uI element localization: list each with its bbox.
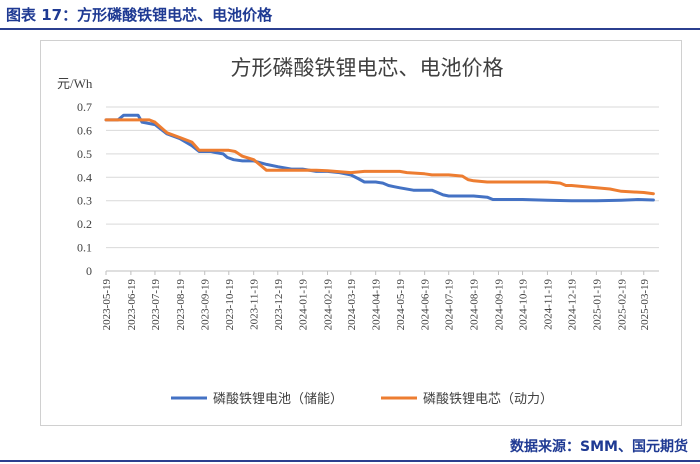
x-tick-label: 2023-07-19: [150, 279, 162, 331]
y-axis-unit-label: 元/Wh: [57, 76, 93, 91]
x-tick-label: 2023-10-19: [224, 279, 236, 331]
x-tick-label: 2024-01-19: [298, 279, 310, 331]
line-chart: 方形磷酸铁锂电芯、电池价格 元/Wh 0 0.1 0.2 0.3 0.4 0.5 0.6 0.…: [57, 56, 659, 407]
x-tick-label: 2024-08-19: [469, 279, 481, 331]
x-tick-label: 2024-05-19: [395, 279, 407, 331]
y-tick-label: 0.5: [77, 147, 92, 161]
legend-label: 磷酸铁锂电芯（动力）: [423, 392, 553, 407]
source-note: 数据来源：SMM、国元期货: [510, 439, 688, 455]
x-tick-label: 2024-06-19: [420, 279, 432, 331]
series-line-cell: [104, 118, 655, 196]
x-tick-label: 2024-03-19: [346, 279, 358, 331]
gridlines: [106, 106, 659, 272]
y-tick-label: 0.2: [77, 217, 92, 231]
x-tick-label: 2023-09-19: [200, 279, 212, 331]
y-tick-label: 0.4: [77, 170, 92, 184]
series-lines: [104, 113, 655, 203]
y-tick-label: 0.6: [77, 123, 92, 137]
figure-caption: 图表 17：方形磷酸铁锂电芯、电池价格: [6, 6, 273, 24]
chart-frame: 方形磷酸铁锂电芯、电池价格 元/Wh 0 0.1 0.2 0.3 0.4 0.5 0.6 0.…: [40, 40, 682, 426]
x-tick-label: 2023-08-19: [175, 279, 187, 331]
y-tick-label: 0: [86, 264, 92, 278]
x-tick-label: 2024-09-19: [493, 279, 505, 331]
x-tick-label: 2024-07-19: [444, 279, 456, 331]
x-tick-label: 2024-10-19: [518, 279, 530, 331]
x-tick-label: 2025-02-19: [616, 279, 628, 331]
y-tick-label: 0.7: [77, 100, 92, 114]
series-line-battery: [104, 113, 655, 203]
x-axis-ticks: 2023-05-19 2023-06-19 2023-07-19 2023-08-19…: [101, 271, 651, 330]
legend-label: 磷酸铁锂电池（储能）: [213, 392, 343, 407]
x-tick-label: 2023-06-19: [126, 279, 138, 331]
x-tick-label: 2025-01-19: [591, 279, 603, 331]
x-tick-label: 2023-05-19: [101, 279, 113, 331]
x-tick-label: 2024-11-19: [542, 279, 554, 330]
x-tick-label: 2023-11-19: [249, 279, 261, 330]
x-tick-label: 2023-12-19: [273, 279, 285, 331]
x-tick-label: 2024-12-19: [567, 279, 579, 331]
x-tick-label: 2024-04-19: [371, 279, 383, 331]
footer-divider: [0, 460, 700, 462]
y-axis-ticks: 0 0.1 0.2 0.3 0.4 0.5 0.6 0.7: [77, 100, 92, 278]
y-tick-label: 0.1: [77, 241, 92, 255]
legend: 磷酸铁锂电池（储能） 磷酸铁锂电芯（动力）: [171, 392, 553, 407]
caption-divider: [0, 28, 700, 30]
y-tick-label: 0.3: [77, 194, 92, 208]
x-tick-label: 2025-03-19: [639, 279, 651, 331]
x-tick-label: 2024-02-19: [323, 279, 335, 331]
chart-title: 方形磷酸铁锂电芯、电池价格: [231, 56, 504, 80]
